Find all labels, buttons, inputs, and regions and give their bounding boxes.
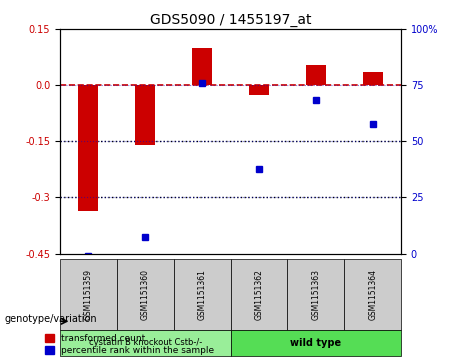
Text: genotype/variation: genotype/variation <box>5 314 97 325</box>
FancyBboxPatch shape <box>344 259 401 330</box>
Legend: transformed count, percentile rank within the sample: transformed count, percentile rank withi… <box>41 330 218 359</box>
Text: GSM1151363: GSM1151363 <box>311 269 320 320</box>
Text: GSM1151361: GSM1151361 <box>198 269 207 320</box>
Title: GDS5090 / 1455197_at: GDS5090 / 1455197_at <box>150 13 311 26</box>
FancyBboxPatch shape <box>230 330 401 356</box>
Text: GSM1151359: GSM1151359 <box>84 269 93 320</box>
Bar <box>363 72 383 85</box>
FancyBboxPatch shape <box>117 259 174 330</box>
Bar <box>306 65 326 85</box>
FancyBboxPatch shape <box>60 259 117 330</box>
Text: GSM1151364: GSM1151364 <box>368 269 377 320</box>
Bar <box>192 48 212 85</box>
Text: GSM1151360: GSM1151360 <box>141 269 150 320</box>
Bar <box>249 85 269 94</box>
FancyBboxPatch shape <box>60 330 230 356</box>
Text: cystatin B knockout Cstb-/-: cystatin B knockout Cstb-/- <box>89 338 202 347</box>
Text: GSM1151362: GSM1151362 <box>254 269 263 320</box>
FancyBboxPatch shape <box>174 259 230 330</box>
Bar <box>135 85 155 145</box>
FancyBboxPatch shape <box>287 259 344 330</box>
FancyBboxPatch shape <box>230 259 287 330</box>
Text: wild type: wild type <box>290 338 341 348</box>
Bar <box>78 85 98 211</box>
